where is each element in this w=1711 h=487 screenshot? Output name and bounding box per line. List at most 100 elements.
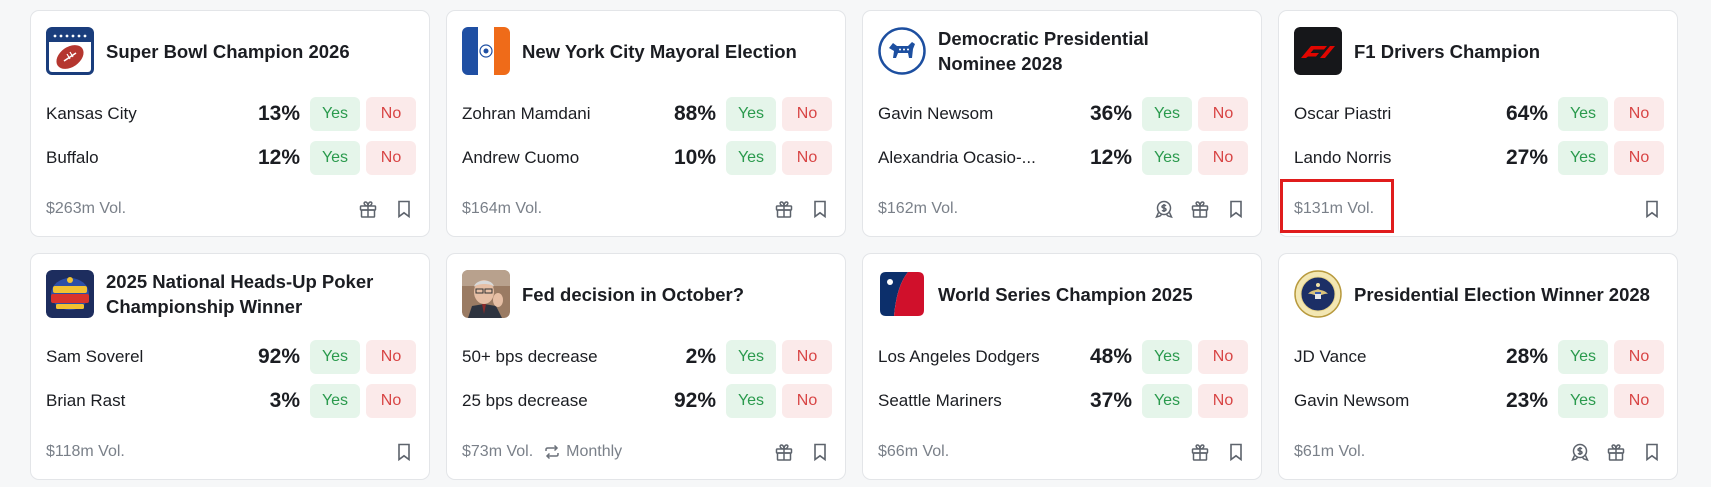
outcome-probability: 12% [257,146,300,169]
outcome-name: Sam Soverel [46,347,144,366]
card-header[interactable]: New York City Mayoral Election [462,25,832,77]
bookmark-icon[interactable] [808,440,832,464]
market-card[interactable]: Presidential Election Winner 2028 JD Van… [1278,253,1678,480]
yes-button[interactable]: Yes [1558,97,1608,131]
gift-icon[interactable] [1188,197,1212,221]
no-button[interactable]: No [366,384,416,418]
no-button[interactable]: No [1614,340,1664,374]
yes-button[interactable]: Yes [1142,141,1192,175]
card-footer: $263m Vol. [46,194,416,224]
market-title[interactable]: Presidential Election Winner 2028 [1354,283,1650,305]
card-header[interactable]: 2025 National Heads-Up Poker Championshi… [46,268,416,320]
no-button[interactable]: No [782,340,832,374]
yes-button[interactable]: Yes [1142,97,1192,131]
card-header[interactable]: World Series Champion 2025 [878,268,1248,320]
no-button[interactable]: No [366,340,416,374]
no-button[interactable]: No [1614,97,1664,131]
outcome-row: Gavin Newsom 23% Yes No [1294,383,1664,419]
gift-icon[interactable] [356,197,380,221]
yes-button[interactable]: Yes [1558,384,1608,418]
bookmark-icon[interactable] [1224,440,1248,464]
no-button[interactable]: No [1198,384,1248,418]
no-button[interactable]: No [782,384,832,418]
yes-button[interactable]: Yes [310,340,360,374]
volume-label: $263m Vol. [46,200,127,217]
market-title[interactable]: 2025 National Heads-Up Poker Championshi… [106,269,373,319]
bookmark-icon[interactable] [1640,440,1664,464]
outcome-probability: 2% [685,345,716,368]
no-button[interactable]: No [1198,340,1248,374]
card-header[interactable]: Fed decision in October? [462,268,832,320]
poker-logo [46,270,94,318]
bookmark-icon[interactable] [808,197,832,221]
no-button[interactable]: No [782,97,832,131]
market-card[interactable]: 2025 National Heads-Up Poker Championshi… [30,253,430,480]
gift-icon[interactable] [772,197,796,221]
market-card[interactable]: World Series Champion 2025 Los Angeles D… [862,253,1262,480]
market-title[interactable]: Democratic Presidential Nominee 2028 [938,26,1149,76]
volume-label: $118m Vol. [46,443,125,460]
recurrence-label: Monthly [543,443,622,461]
outcome-probability: 92% [673,389,716,412]
card-footer: $131m Vol. [1294,194,1664,224]
card-header[interactable]: Democratic Presidential Nominee 2028 [878,25,1248,77]
no-button[interactable]: No [366,97,416,131]
market-card[interactable]: F1 Drivers Champion Oscar Piastri 64% Ye… [1278,10,1678,237]
yes-button[interactable]: Yes [310,141,360,175]
card-header[interactable]: Presidential Election Winner 2028 [1294,268,1664,320]
yes-button[interactable]: Yes [1142,340,1192,374]
no-button[interactable]: No [1614,384,1664,418]
market-card[interactable]: Fed decision in October? 50+ bps decreas… [446,253,846,480]
outcome-row: Brian Rast 3% Yes No [46,383,416,419]
outcome-row: Lando Norris 27% Yes No [1294,140,1664,176]
yes-button[interactable]: Yes [1558,141,1608,175]
outcome-name: 50+ bps decrease [462,347,598,366]
card-header[interactable]: Super Bowl Champion 2026 [46,25,416,77]
outcome-row: Andrew Cuomo 10% Yes No [462,140,832,176]
outcome-probability: 88% [673,102,716,125]
rewards-icon[interactable] [1152,197,1176,221]
no-button[interactable]: No [366,141,416,175]
yes-button[interactable]: Yes [726,384,776,418]
card-header[interactable]: F1 Drivers Champion [1294,25,1664,77]
yes-button[interactable]: Yes [726,97,776,131]
no-button[interactable]: No [782,141,832,175]
rewards-icon[interactable] [1568,440,1592,464]
market-card[interactable]: Democratic Presidential Nominee 2028 Gav… [862,10,1262,237]
outcome-probability: 10% [673,146,716,169]
outcome-row: Buffalo 12% Yes No [46,140,416,176]
market-title[interactable]: New York City Mayoral Election [522,40,797,62]
yes-button[interactable]: Yes [310,384,360,418]
bookmark-icon[interactable] [392,440,416,464]
market-card[interactable]: New York City Mayoral Election Zohran Ma… [446,10,846,237]
no-button[interactable]: No [1198,97,1248,131]
gift-icon[interactable] [772,440,796,464]
card-footer: $164m Vol. [462,194,832,224]
yes-button[interactable]: Yes [726,141,776,175]
market-title[interactable]: F1 Drivers Champion [1354,40,1541,62]
no-button[interactable]: No [1614,141,1664,175]
outcome-row: Gavin Newsom 36% Yes No [878,96,1248,132]
market-title-line: Democratic Presidential [938,28,1149,49]
yes-button[interactable]: Yes [726,340,776,374]
market-title[interactable]: Fed decision in October? [522,283,745,305]
bookmark-icon[interactable] [1224,197,1248,221]
market-card[interactable]: Super Bowl Champion 2026 Kansas City 13%… [30,10,430,237]
outcome-name: Brian Rast [46,391,126,410]
gift-icon[interactable] [1604,440,1628,464]
outcome-name: Kansas City [46,104,137,123]
yes-button[interactable]: Yes [310,97,360,131]
outcome-name: Alexandria Ocasio-... [878,148,1036,167]
yes-button[interactable]: Yes [1142,384,1192,418]
bookmark-icon[interactable] [1640,197,1664,221]
outcome-probability: 23% [1505,389,1548,412]
yes-button[interactable]: Yes [1558,340,1608,374]
gift-icon[interactable] [1188,440,1212,464]
market-title[interactable]: World Series Champion 2025 [938,283,1193,305]
no-button[interactable]: No [1198,141,1248,175]
outcome-row: JD Vance 28% Yes No [1294,339,1664,375]
volume-label: $164m Vol. [462,200,543,217]
market-title[interactable]: Super Bowl Champion 2026 [106,40,350,62]
bookmark-icon[interactable] [392,197,416,221]
